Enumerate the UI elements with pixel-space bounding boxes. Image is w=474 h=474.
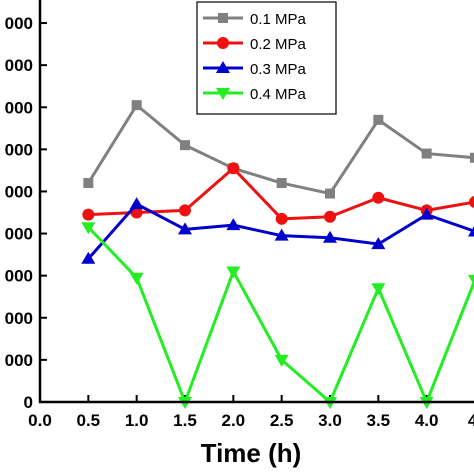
x-tick-label: 2.5 <box>270 411 294 430</box>
x-tick-label: 3.5 <box>367 411 391 430</box>
x-tick-label: 1.0 <box>125 411 149 430</box>
series-line <box>87 226 474 404</box>
data-point <box>419 207 434 220</box>
legend-entry: 0.4 MPa <box>203 86 307 103</box>
x-tick-label: 3.0 <box>318 411 342 430</box>
x-tick-label: 4.0 <box>415 411 439 430</box>
x-tick-label: 2.0 <box>222 411 246 430</box>
y-tick-label: 000 <box>5 98 33 117</box>
legend-marker <box>216 61 230 73</box>
data-point <box>226 218 241 231</box>
y-tick-label: 000 <box>5 14 33 33</box>
series-line <box>88 166 474 221</box>
data-point <box>324 210 336 223</box>
plot-frame <box>38 0 474 404</box>
y-tick-label: 000 <box>5 309 33 328</box>
x-axis-ticks: 0.0 0.5 1.0 1.5 2.0 2.5 3.0 3.5 4.0 4. <box>28 395 474 430</box>
data-point <box>372 191 385 204</box>
data-point <box>468 226 474 237</box>
series-layer <box>81 100 474 409</box>
legend-entry: 0.1 MPa <box>203 11 307 28</box>
y-tick-label: 000 <box>5 140 33 159</box>
legend-marker <box>217 37 229 49</box>
data-point <box>226 266 241 279</box>
x-tick-label: 0.5 <box>77 411 101 430</box>
y-tick-label: 000 <box>5 267 33 286</box>
data-point <box>131 100 142 111</box>
y-tick-label: 000 <box>5 182 33 201</box>
y-tick-label: 000 <box>5 56 33 75</box>
legend-entry: 0.2 MPa <box>203 36 307 53</box>
data-point <box>373 114 384 125</box>
data-point <box>468 274 474 286</box>
data-point <box>178 222 192 235</box>
data-point <box>325 188 335 199</box>
series-3 <box>81 197 474 264</box>
data-point <box>274 228 289 241</box>
data-point <box>371 237 386 250</box>
y-tick-label: 0 <box>24 393 33 412</box>
legend-label: 0.2 MPa <box>250 36 307 53</box>
data-point <box>323 230 337 243</box>
y-tick-label: 000 <box>5 351 33 370</box>
legend-label: 0.1 MPa <box>250 11 307 28</box>
legend-marker <box>218 13 228 23</box>
data-point <box>421 148 432 159</box>
data-point <box>81 251 96 264</box>
data-point <box>180 140 190 151</box>
data-point <box>81 222 96 235</box>
series-1 <box>83 100 474 199</box>
x-tick-label: 4. <box>468 411 474 430</box>
data-point <box>275 212 288 225</box>
data-point <box>129 197 144 210</box>
legend-label: 0.3 MPa <box>250 61 307 78</box>
data-point <box>83 178 94 189</box>
legend-entry: 0.3 MPa <box>203 61 307 78</box>
data-point <box>179 204 191 217</box>
data-point <box>276 178 287 189</box>
legend-marker <box>216 88 230 100</box>
data-point <box>274 354 289 367</box>
data-point <box>82 208 95 221</box>
series-2 <box>82 162 474 225</box>
data-point <box>371 283 386 296</box>
x-tick-label: 1.5 <box>173 411 197 430</box>
data-point <box>129 272 144 285</box>
data-point <box>227 162 240 175</box>
legend-label: 0.4 MPa <box>250 86 307 103</box>
y-tick-label: 000 <box>5 225 33 244</box>
legend: 0.1 MPa 0.2 MPa 0.3 MPa 0.4 MPa <box>196 1 337 115</box>
x-axis-title: Time (h) <box>201 438 302 468</box>
data-point <box>469 196 474 208</box>
data-point <box>470 152 474 163</box>
series-4 <box>81 222 474 409</box>
x-tick-label: 0.0 <box>28 411 52 430</box>
